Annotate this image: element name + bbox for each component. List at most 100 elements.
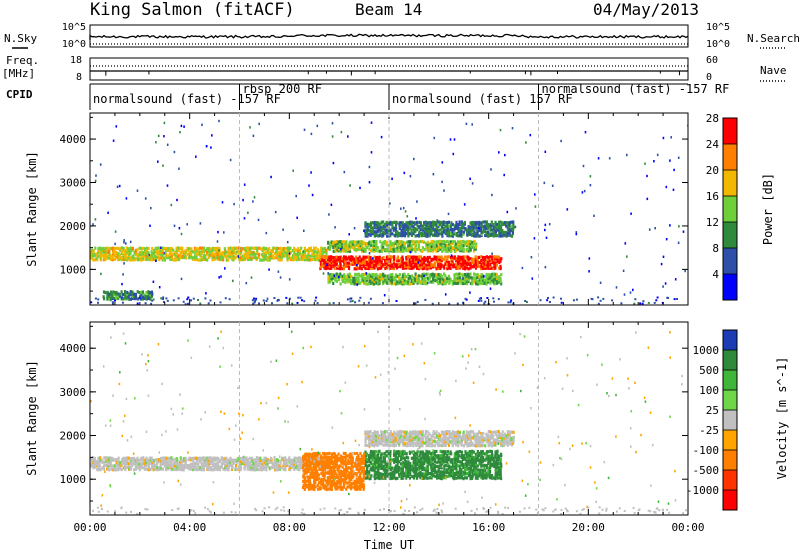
heatmap-cell — [186, 464, 189, 468]
heatmap-cell — [439, 239, 442, 244]
heatmap-cell — [316, 250, 319, 255]
heatmap-cell — [490, 220, 493, 224]
heatmap-cell — [324, 452, 328, 456]
heatmap-cell — [396, 247, 400, 251]
heatmap-cell — [112, 252, 115, 256]
heatmap-cell — [439, 277, 442, 282]
heatmap-cell — [446, 226, 449, 230]
heatmap-cell — [436, 474, 439, 478]
heatmap-cell — [364, 221, 367, 225]
heatmap-cell — [490, 279, 493, 284]
heatmap-cell — [197, 252, 200, 256]
heatmap-cell — [134, 295, 138, 299]
heatmap-cell — [371, 243, 374, 247]
heatmap-cell — [480, 232, 483, 236]
heatmap-cell — [474, 255, 477, 259]
heatmap-cell — [425, 257, 428, 261]
scatter-point — [115, 125, 118, 128]
heatmap-cell — [467, 229, 471, 234]
heatmap-cell — [332, 281, 335, 286]
heatmap-cell — [364, 244, 367, 248]
heatmap-cell — [402, 265, 405, 269]
heatmap-cell — [423, 466, 426, 470]
heatmap-cell — [401, 282, 404, 286]
heatmap-cell — [460, 474, 463, 478]
heatmap-cell — [494, 472, 497, 476]
heatmap-cell — [216, 249, 219, 253]
heatmap-cell — [391, 255, 394, 259]
scatter-point — [310, 171, 312, 174]
heatmap-cell — [126, 462, 129, 466]
heatmap-cell — [309, 452, 312, 456]
heatmap-cell — [183, 466, 186, 470]
heatmap-cell — [366, 232, 369, 236]
heatmap-cell — [125, 258, 128, 262]
heatmap-cell — [330, 467, 333, 471]
heatmap-cell — [483, 458, 486, 462]
heatmap-cell — [223, 247, 226, 251]
heatmap-cell — [117, 258, 120, 262]
heatmap-cell — [188, 456, 191, 460]
heatmap-cell — [247, 462, 250, 466]
heatmap-cell — [413, 276, 417, 280]
heatmap-cell — [443, 282, 446, 286]
heatmap-cell — [364, 257, 367, 261]
heatmap-cell — [380, 244, 384, 248]
scatter-point — [486, 297, 489, 299]
heatmap-cell — [414, 242, 417, 246]
heatmap-cell — [265, 456, 268, 460]
heatmap-cell — [474, 222, 477, 226]
heatmap-cell — [113, 464, 117, 468]
heatmap-cell — [335, 259, 338, 263]
heatmap-cell — [284, 458, 287, 462]
heatmap-cell — [443, 470, 446, 474]
heatmap-cell — [186, 246, 189, 251]
heatmap-cell — [166, 460, 169, 464]
scatter-point — [544, 150, 547, 153]
scatter-point — [497, 298, 500, 301]
heatmap-cell — [190, 252, 193, 256]
heatmap-cell — [172, 458, 175, 462]
heatmap-cell — [335, 262, 338, 266]
heatmap-cell — [210, 466, 213, 470]
heatmap-cell — [280, 466, 283, 470]
heatmap-cell — [211, 460, 214, 464]
scatter-point — [409, 175, 412, 178]
heatmap-cell — [430, 472, 433, 476]
heatmap-cell — [364, 272, 367, 276]
heatmap-cell — [418, 462, 421, 466]
heatmap-cell — [288, 254, 291, 258]
scatter-point — [322, 272, 325, 275]
heatmap-cell — [446, 232, 449, 236]
heatmap-cell — [161, 462, 164, 466]
heatmap-cell — [472, 245, 476, 250]
heatmap-cell — [401, 263, 405, 267]
heatmap-cell — [124, 254, 127, 258]
heatmap-cell — [473, 472, 476, 476]
heatmap-cell — [385, 220, 388, 224]
heatmap-cell — [366, 222, 369, 226]
scatter-point — [653, 301, 656, 304]
heatmap-cell — [494, 278, 497, 282]
heatmap-cell — [444, 240, 447, 244]
heatmap-cell — [491, 462, 494, 466]
heatmap-cell — [485, 266, 488, 270]
heatmap-cell — [432, 452, 435, 456]
heatmap-cell — [362, 257, 365, 261]
heatmap-cell — [376, 274, 379, 278]
heatmap-cell — [160, 256, 163, 260]
heatmap-cell — [384, 462, 387, 466]
scatter-point — [674, 278, 677, 281]
heatmap-cell — [309, 248, 312, 253]
scatter-point — [165, 297, 168, 300]
heatmap-cell — [403, 472, 406, 476]
heatmap-cell — [179, 456, 182, 460]
heatmap-cell — [439, 220, 442, 224]
heatmap-cell — [183, 255, 186, 260]
heatmap-cell — [367, 255, 370, 259]
heatmap-cell — [176, 460, 179, 464]
colorbar-swatch — [723, 170, 737, 197]
heatmap-cell — [412, 227, 415, 231]
scatter-point — [448, 302, 451, 305]
